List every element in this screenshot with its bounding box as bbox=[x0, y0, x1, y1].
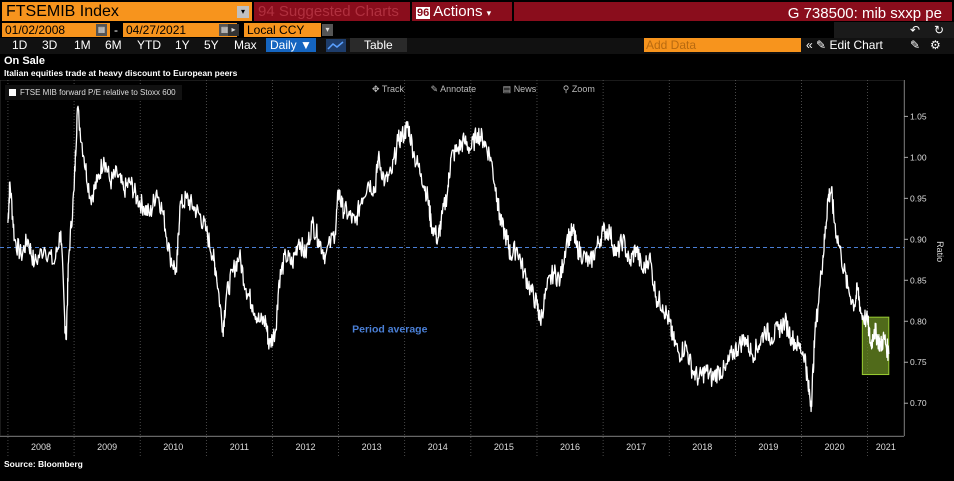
x-tick-label: 2020 bbox=[825, 442, 845, 452]
start-calendar-icon[interactable]: ▦ bbox=[96, 24, 107, 36]
annotate-label: Annotate bbox=[440, 84, 477, 94]
period-3d[interactable]: 3D bbox=[42, 38, 58, 52]
y-axis-label: Ratio bbox=[935, 241, 945, 262]
y-tick-label: 1.05 bbox=[910, 111, 927, 121]
source-note: Source: Bloomberg bbox=[4, 459, 83, 469]
x-tick-label: 2013 bbox=[362, 442, 382, 452]
chart-tools: ✥ Track ✎ Annotate ▤ News ⚲ Zoom bbox=[372, 83, 619, 96]
currency-dropdown-icon[interactable]: ▾ bbox=[322, 24, 333, 36]
zoom-tool[interactable]: ⚲ Zoom bbox=[562, 84, 595, 94]
frequency-dropdown-icon: ▼ bbox=[300, 38, 312, 52]
actions-code: 96 bbox=[416, 7, 431, 19]
x-tick-label: 2014 bbox=[428, 442, 448, 452]
x-axis-band bbox=[0, 436, 904, 456]
track-label: Track bbox=[381, 84, 405, 94]
actions-dropdown-icon: ▾ bbox=[486, 8, 492, 18]
x-tick-label: 2017 bbox=[626, 442, 646, 452]
edit-chart-button[interactable]: « ✎ Edit Chart bbox=[806, 38, 883, 52]
date-dash: - bbox=[114, 23, 118, 37]
series-line[interactable] bbox=[7, 105, 890, 413]
security-label: FTSEMIB Index bbox=[6, 3, 119, 20]
window-controls: ↶ ↻ bbox=[834, 22, 954, 38]
annotate-tool[interactable]: ✎ Annotate bbox=[430, 84, 477, 94]
currency-field[interactable]: Local CCY bbox=[244, 23, 321, 37]
zoom-label: Zoom bbox=[571, 84, 595, 94]
y-tick-label: 1.00 bbox=[910, 152, 927, 162]
edit-chart-label: Edit Chart bbox=[829, 38, 883, 52]
start-date-label: 01/02/2008 bbox=[5, 23, 66, 37]
chart-title: On Sale bbox=[4, 55, 45, 67]
pencil-icon[interactable]: ✎ bbox=[910, 38, 921, 52]
y-tick-label: 0.95 bbox=[910, 193, 927, 203]
x-tick-label: 2018 bbox=[692, 442, 712, 452]
start-date-field[interactable]: 01/02/2008 bbox=[2, 23, 110, 37]
legend-swatch bbox=[9, 89, 16, 96]
y-tick-label: 0.80 bbox=[910, 316, 927, 326]
x-tick-label: 2016 bbox=[560, 442, 580, 452]
add-data-placeholder: Add Data bbox=[646, 38, 697, 52]
command-text: G 738500: mib sxxp pe bbox=[787, 5, 942, 22]
actions-label: Actions bbox=[433, 3, 483, 20]
suggested-code: 94 bbox=[258, 3, 275, 20]
news-tool[interactable]: ▤ News bbox=[502, 84, 537, 94]
y-tick-label: 0.90 bbox=[910, 234, 927, 244]
track-tool[interactable]: ✥ Track bbox=[372, 84, 405, 94]
actions-button[interactable]: 96 Actions ▾ bbox=[412, 2, 512, 21]
table-tab[interactable]: Table bbox=[350, 38, 407, 52]
legend-label: FTSE MIB forward P/E relative to Stoxx 6… bbox=[20, 88, 176, 97]
x-tick-label: 2021 bbox=[876, 442, 896, 452]
period-ytd[interactable]: YTD bbox=[137, 38, 161, 52]
frequency-label: Daily bbox=[270, 38, 297, 52]
x-tick-label: 2011 bbox=[230, 442, 249, 452]
frequency-dropdown[interactable]: Daily ▼ bbox=[266, 38, 316, 52]
end-date-label: 04/27/2021 bbox=[126, 23, 187, 37]
period-max[interactable]: Max bbox=[234, 38, 257, 52]
x-tick-label: 2019 bbox=[758, 442, 778, 452]
add-data-input[interactable]: Add Data bbox=[644, 38, 801, 52]
x-tick-label: 2010 bbox=[163, 442, 183, 452]
x-tick-label: 2015 bbox=[494, 442, 514, 452]
help-icon[interactable]: ↻ bbox=[934, 23, 945, 37]
currency-label: Local CCY bbox=[247, 23, 305, 37]
y-tick-label: 0.75 bbox=[910, 357, 927, 367]
line-chart-icon[interactable] bbox=[326, 39, 346, 52]
command-bar[interactable]: G 738500: mib sxxp pe bbox=[514, 2, 952, 22]
period-6m[interactable]: 6M bbox=[105, 38, 122, 52]
gear-icon[interactable]: ⚙ bbox=[930, 38, 941, 52]
period-1m[interactable]: 1M bbox=[74, 38, 91, 52]
end-date-field[interactable]: 04/27/2021 bbox=[123, 23, 237, 37]
period-1d[interactable]: 1D bbox=[12, 38, 28, 52]
period-1y[interactable]: 1Y bbox=[175, 38, 190, 52]
x-tick-label: 2009 bbox=[97, 442, 117, 452]
line-chart[interactable]: 2008 2009 2010 2011 2012 2013 2014 2015 2016 2017… bbox=[0, 80, 954, 456]
x-tick-label: 2008 bbox=[31, 442, 51, 452]
security-dropdown-icon[interactable]: ▾ bbox=[237, 6, 249, 18]
collapse-icon: « bbox=[806, 38, 813, 52]
end-calendar-icon[interactable]: ▦ bbox=[219, 24, 230, 36]
y-tick-label: 0.70 bbox=[910, 398, 927, 408]
end-date-arrow-icon[interactable]: ▸ bbox=[228, 24, 239, 36]
edit-chart-icon: ✎ bbox=[816, 38, 827, 52]
suggested-charts-button[interactable]: 94 Suggested Charts bbox=[254, 2, 410, 21]
legend[interactable]: FTSE MIB forward P/E relative to Stoxx 6… bbox=[5, 85, 182, 100]
y-tick-label: 0.85 bbox=[910, 275, 927, 285]
news-label: News bbox=[513, 84, 537, 94]
plot-frame bbox=[0, 80, 905, 437]
period-5y[interactable]: 5Y bbox=[204, 38, 219, 52]
undo-icon[interactable]: ↶ bbox=[910, 23, 921, 37]
average-label: Period average bbox=[352, 323, 427, 335]
suggested-label: Suggested Charts bbox=[278, 3, 399, 20]
chart-subtitle: Italian equities trade at heavy discount… bbox=[4, 68, 238, 78]
security-field[interactable]: FTSEMIB Index bbox=[2, 2, 252, 21]
x-tick-label: 2012 bbox=[296, 442, 316, 452]
